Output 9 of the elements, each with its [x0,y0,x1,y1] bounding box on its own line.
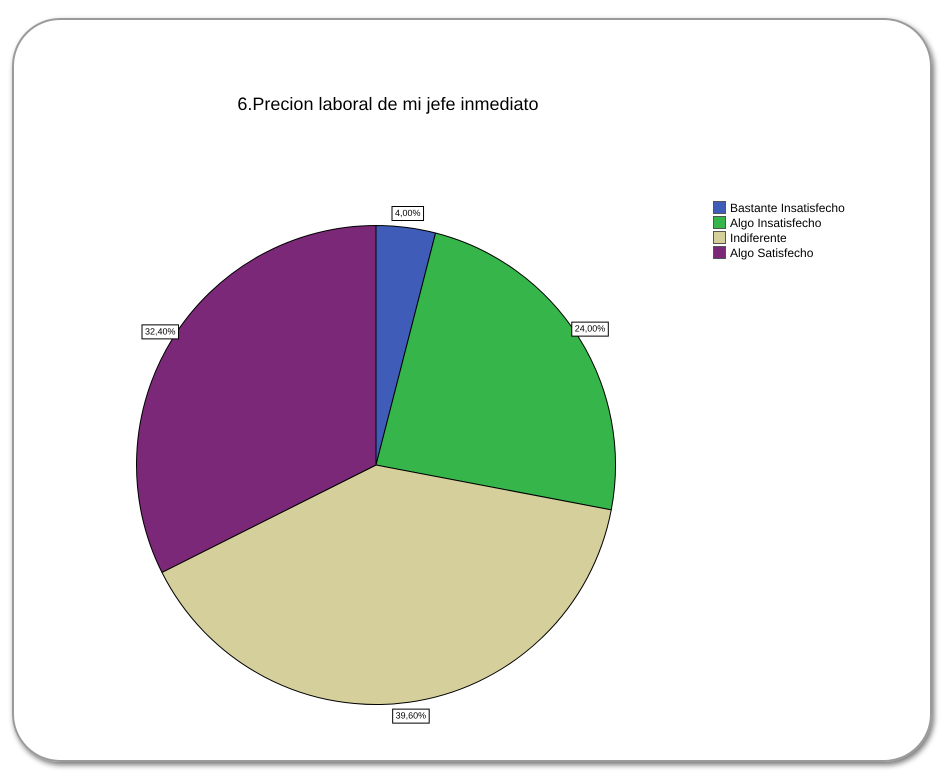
data-label: 4,00% [395,208,421,218]
legend-label: Algo Satisfecho [730,246,814,260]
legend-label: Bastante Insatisfecho [730,200,845,214]
legend-label: Algo Insatisfecho [730,216,822,230]
data-label: 24,00% [574,324,606,334]
data-label: 32,40% [145,326,176,336]
data-label: 39,60% [396,710,426,721]
legend-label: Indiferente [730,230,787,244]
chart-title: 6.Precion laboral de mi jefe inmediato [236,94,540,115]
